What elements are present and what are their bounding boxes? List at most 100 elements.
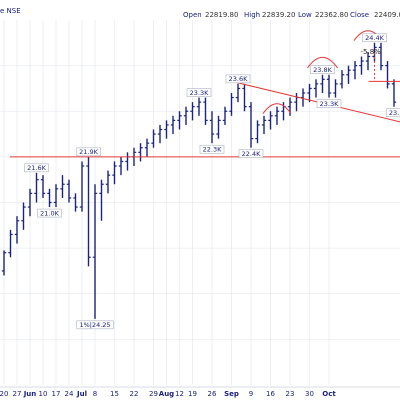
chart-header: e NSE Open 22819.80 High 22839.20 Low 22… bbox=[0, 7, 400, 19]
x-tick-label: 29 bbox=[149, 390, 158, 398]
ohlc-bar bbox=[196, 97, 202, 116]
value-label: 21.0K bbox=[37, 208, 62, 217]
ohlc-bar bbox=[144, 138, 150, 157]
value-label: 22.3K bbox=[199, 144, 225, 153]
ohlc-bar bbox=[203, 97, 208, 125]
ohlc-bar bbox=[112, 161, 117, 185]
ohlc-bar bbox=[53, 184, 59, 208]
ohlc-bar bbox=[326, 74, 332, 98]
value-label: 1%|24.25 bbox=[76, 320, 114, 329]
x-tick-label: 15 bbox=[110, 390, 119, 398]
value-label: 21.9K bbox=[76, 147, 101, 156]
value-label: 24.4K bbox=[362, 33, 387, 42]
value-label: 22.4K bbox=[238, 149, 264, 158]
x-tick-label: 23 bbox=[286, 390, 295, 398]
ohlc-bar bbox=[255, 120, 260, 144]
ohlc-bar bbox=[378, 42, 384, 71]
x-tick-label: 27 bbox=[13, 390, 22, 398]
svg-text:23.6K: 23.6K bbox=[229, 75, 248, 83]
symbol-text: e NSE bbox=[0, 7, 21, 15]
ohlc-bar bbox=[242, 83, 247, 112]
ohlc-bar bbox=[47, 188, 52, 208]
ohlc-bar bbox=[248, 102, 254, 148]
x-tick-label: 16 bbox=[266, 390, 275, 398]
value-label: 23.3K bbox=[316, 99, 342, 108]
ohlc-bar bbox=[118, 156, 124, 176]
pct-annotation: -5.8% bbox=[361, 48, 382, 56]
ohlc-bar bbox=[307, 83, 312, 103]
ohlc-bar bbox=[391, 79, 397, 107]
x-tick-label: 9 bbox=[249, 390, 253, 398]
value-label: 21.6K bbox=[24, 163, 49, 172]
svg-text:21.9K: 21.9K bbox=[79, 148, 98, 156]
ohlc-bar bbox=[190, 102, 195, 121]
x-tick-label: Jun bbox=[23, 390, 37, 398]
ohlc-bar bbox=[359, 56, 364, 75]
svg-text:23.3K: 23.3K bbox=[320, 100, 339, 108]
svg-text:23.: 23. bbox=[389, 109, 399, 117]
x-axis: 20 27 Jun 10 17 24 Jul 8 15 22 29 Aug 12 19 26 Sep 9 16 23… bbox=[0, 386, 400, 398]
ohlc-bar bbox=[365, 51, 371, 71]
x-tick-label: 22 bbox=[130, 390, 139, 398]
ohlc-bars bbox=[1, 42, 397, 319]
x-tick-label: 20 bbox=[0, 390, 8, 398]
svg-text:21.6K: 21.6K bbox=[27, 164, 46, 172]
x-tick-label: 19 bbox=[188, 390, 197, 398]
ohlc-bar bbox=[99, 179, 104, 221]
ohlc-bar bbox=[105, 170, 111, 194]
ohlc-bar bbox=[34, 172, 39, 203]
svg-text:22.3K: 22.3K bbox=[203, 145, 222, 153]
x-tick-label: 26 bbox=[208, 390, 217, 398]
x-tick-label: Oct bbox=[322, 390, 336, 398]
x-tick-label: 17 bbox=[52, 390, 61, 398]
ohlc-bar bbox=[320, 74, 325, 93]
low-value: 22362.80 bbox=[315, 11, 348, 19]
ohlc-bar bbox=[216, 115, 221, 139]
x-tick-label: 8 bbox=[93, 390, 97, 398]
ohlc-bar bbox=[274, 106, 280, 125]
value-labels: 21.6K 21.0K 21.9K 1%|24.25 23.3K 22.3K 23.6K 22… bbox=[24, 33, 400, 329]
svg-text:24.4K: 24.4K bbox=[365, 34, 384, 42]
ohlc-bar bbox=[151, 129, 156, 148]
ohlc-bar bbox=[92, 184, 98, 319]
ohlc-bar bbox=[73, 193, 78, 212]
svg-text:22.4K: 22.4K bbox=[242, 150, 261, 158]
ohlc-bar bbox=[79, 161, 85, 212]
ohlc-bar bbox=[138, 143, 143, 162]
value-label: 23.3K bbox=[186, 88, 212, 97]
value-label: 23.8K bbox=[310, 65, 335, 74]
x-tick-label: Jul bbox=[76, 390, 87, 398]
ohlc-bar bbox=[313, 79, 319, 98]
ohlc-bar bbox=[86, 156, 91, 267]
ohlc-bar bbox=[261, 115, 267, 135]
ohlc-bar bbox=[66, 179, 72, 203]
x-tick-label: 10 bbox=[39, 390, 48, 398]
x-tick-label: Aug bbox=[159, 390, 174, 398]
svg-text:21.0K: 21.0K bbox=[40, 209, 59, 217]
ohlc-bar bbox=[170, 115, 176, 135]
ohlc-bar bbox=[21, 202, 26, 230]
ohlc-bar bbox=[229, 93, 234, 116]
ohlc-bar bbox=[333, 79, 338, 98]
svg-text:1%|24.25: 1%|24.25 bbox=[79, 321, 110, 329]
ohlc-bar bbox=[164, 120, 169, 139]
ohlc-bar bbox=[40, 175, 46, 198]
open-label: Open bbox=[183, 11, 202, 19]
ohlc-bar bbox=[352, 61, 358, 80]
ohlc-bar bbox=[8, 229, 13, 258]
open-value: 22819.80 bbox=[205, 11, 238, 19]
ohlc-bar bbox=[157, 124, 163, 144]
close-value: 22409.0 bbox=[374, 11, 400, 19]
ohlc-bar bbox=[14, 216, 20, 244]
svg-text:23.3K: 23.3K bbox=[190, 89, 209, 97]
x-tick-label: 12 bbox=[175, 390, 184, 398]
high-label: High bbox=[244, 11, 260, 19]
ohlc-bar bbox=[183, 106, 189, 125]
ohlc-bar bbox=[235, 83, 241, 103]
ohlc-bar bbox=[346, 65, 351, 84]
ohlc-bar bbox=[268, 111, 273, 130]
top-arc-left bbox=[262, 103, 292, 114]
svg-text:23.8K: 23.8K bbox=[313, 66, 332, 74]
ohlc-bar bbox=[222, 106, 228, 125]
ohlc-bar bbox=[1, 250, 7, 276]
